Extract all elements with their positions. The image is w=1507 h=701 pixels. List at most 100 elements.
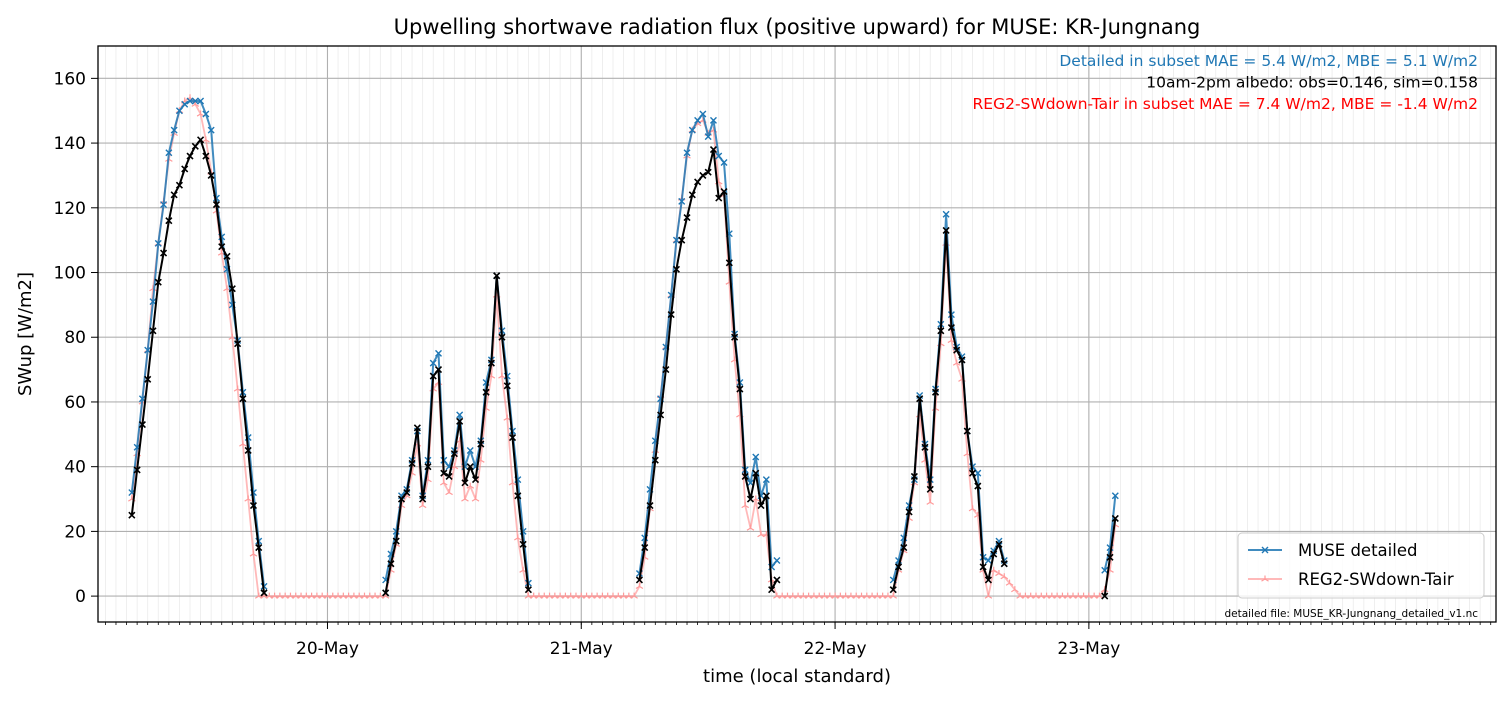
data-point [910,472,918,480]
data-point [175,181,183,189]
data-point [461,479,469,487]
legend-label: MUSE detailed [1298,541,1417,560]
grid [98,46,1496,622]
data-point [434,366,443,374]
annotation-line: 10am-2pm albedo: obs=0.146, sim=0.158 [1146,74,1478,92]
data-point [651,456,659,464]
data-point [128,511,136,519]
plot-area [128,94,1120,600]
data-point [439,479,448,486]
data-point [524,586,532,594]
chart-title: Upwelling shortwave radiation flux (posi… [394,15,1201,39]
data-point [942,210,950,218]
data-point [667,311,675,319]
data-point [968,505,977,512]
legend-label: REG2-SWdown-Tair [1298,570,1454,589]
data-point [953,346,961,354]
data-point [456,417,464,425]
data-point [218,243,226,251]
data-point [731,333,739,341]
data-point [514,534,522,541]
data-point [207,126,215,134]
data-point [508,479,517,486]
data-point [916,395,924,403]
data-point [482,388,490,396]
data-point [720,158,728,166]
data-point [657,411,665,419]
legend-entry: MUSE detailed [1248,541,1417,560]
data-point [736,385,744,393]
data-point [688,191,696,199]
data-point [387,560,395,568]
data-point [260,589,268,597]
data-point [191,97,199,105]
data-point [741,502,749,509]
x-tick-label: 23-May [1057,639,1120,659]
x-tick-label: 21-May [550,639,613,659]
data-point [757,501,765,510]
x-axis-title: time (local standard) [703,666,891,687]
data-point [514,492,522,500]
data-point [477,440,485,448]
annotation-line: Detailed in subset MAE = 5.4 W/m2, MBE =… [1059,52,1478,70]
y-axis-title: SWup [W/m2] [15,272,36,396]
data-point [900,544,908,552]
data-point [974,482,982,490]
data-point [958,356,966,364]
data-point [746,524,755,531]
data-point [968,469,977,477]
data-point [471,495,480,502]
data-point [202,152,210,160]
legend-box [1237,532,1485,599]
data-point [445,489,453,496]
data-point [165,149,173,157]
legend-entry: REG2-SWdown-Tair [1248,570,1454,589]
plot-frame [97,45,1497,623]
data-point [397,495,406,503]
data-point [1101,592,1109,600]
data-point [239,395,247,403]
y-tick-label: 120 [54,199,86,219]
data-point [133,466,141,474]
data-point [926,498,935,505]
data-point [487,359,495,367]
data-point [889,592,898,599]
data-point [181,165,189,173]
data-point [1106,553,1114,561]
data-point [704,133,712,141]
data-point [694,178,702,186]
data-point [746,495,755,503]
series-line [384,274,530,594]
data-point [435,349,443,357]
axes: 20-May 21-May 22-May 23-May 0 20 40 60 80 100 120 1… [54,69,1492,659]
data-point [244,495,252,502]
data-point [392,537,400,545]
data-point [466,482,475,489]
data-point [630,592,638,599]
data-point [699,171,707,180]
data-point [984,576,992,584]
data-point [683,213,691,222]
data-point [894,563,903,571]
data-point [678,197,686,205]
data-point [456,411,464,419]
data-point [249,550,258,557]
data-point [762,476,770,484]
data-point [931,388,940,396]
data-point [952,359,961,366]
data-point [1000,573,1009,580]
data-point [413,424,421,432]
data-point [197,136,205,144]
data-point [662,366,670,374]
footnote: detailed file: MUSE_KR-Jungnang_detailed… [1224,608,1478,620]
data-point [382,589,390,597]
data-point [979,563,987,571]
data-point [207,171,215,180]
data-point [445,472,453,480]
data-point [228,285,236,293]
data-point [1111,514,1119,523]
data-point [741,472,749,480]
data-point [493,272,501,280]
legend-marker [1261,546,1269,554]
data-point [995,540,1003,548]
